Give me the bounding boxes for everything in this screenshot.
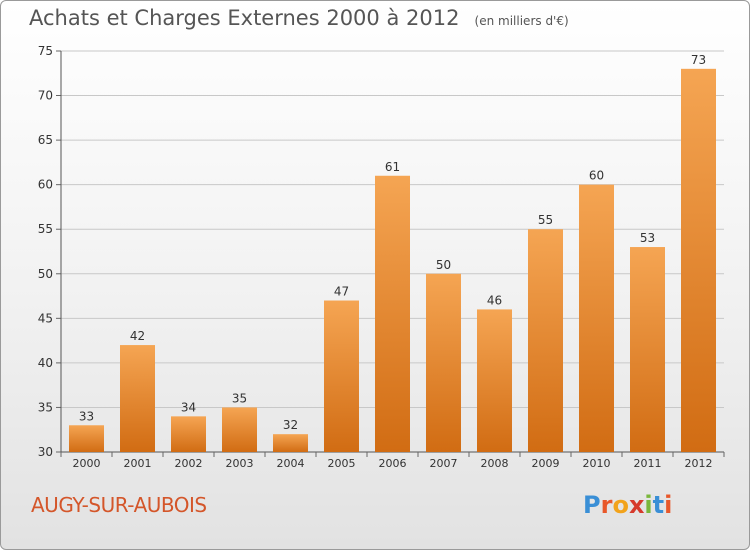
data-label: 42: [130, 329, 145, 343]
bar: [273, 434, 308, 452]
logo-letter: t: [652, 491, 665, 519]
bar: [171, 416, 206, 452]
axes: 30 35 40 45 50 55 60 65 70 75 2000 2001 2002 2003 2004…: [38, 44, 725, 470]
data-label: 73: [691, 53, 706, 67]
logo-letter: x: [628, 491, 645, 519]
logo-letter: i: [644, 491, 653, 519]
bar: [69, 425, 104, 452]
data-label: 50: [436, 258, 451, 272]
bar: [324, 300, 359, 452]
y-tick-label: 40: [38, 356, 53, 370]
bar: [477, 309, 512, 452]
data-label: 32: [283, 418, 298, 432]
y-tick-label: 65: [38, 133, 53, 147]
y-tick-label: 60: [38, 178, 53, 192]
data-label: 60: [589, 169, 604, 183]
x-tick-label: 2003: [226, 457, 254, 470]
proxiti-logo[interactable]: Proxiti: [583, 491, 672, 519]
chart-title: Achats et Charges Externes 2000 à 2012: [29, 6, 460, 30]
data-label: 61: [385, 160, 400, 174]
data-labels: 33 42 34 35 32 47 61 50 46 55 60 53 73: [79, 53, 706, 432]
bars: [69, 68, 716, 453]
x-tick-label: 2001: [124, 457, 152, 470]
bar: [528, 229, 563, 452]
data-label: 55: [538, 213, 553, 227]
x-tick-label: 2000: [73, 457, 101, 470]
y-tick-label: 35: [38, 400, 53, 414]
bar: [579, 184, 614, 452]
bar: [681, 68, 716, 453]
y-tick-label: 45: [38, 311, 53, 325]
x-tick-label: 2010: [583, 457, 611, 470]
data-label: 46: [487, 293, 502, 307]
y-tick-label: 30: [38, 445, 53, 459]
x-tick-label: 2002: [175, 457, 203, 470]
x-tick-label: 2004: [277, 457, 305, 470]
data-label: 33: [79, 409, 94, 423]
data-label: 34: [181, 400, 196, 414]
logo-letter: o: [612, 491, 629, 519]
logo-letter: i: [664, 491, 673, 519]
chart-subtitle: (en milliers d'€): [474, 14, 569, 28]
x-tick-label: 2008: [481, 457, 509, 470]
y-tick-label: 70: [38, 89, 53, 103]
city-name: AUGY-SUR-AUBOIS: [31, 493, 207, 517]
y-tick-label: 55: [38, 222, 53, 236]
x-tick-label: 2007: [430, 457, 458, 470]
y-tick-label: 50: [38, 267, 53, 281]
data-label: 47: [334, 285, 349, 299]
data-label: 53: [640, 231, 655, 245]
x-tick-label: 2005: [328, 457, 356, 470]
x-tick-label: 2009: [532, 457, 560, 470]
title-row: Achats et Charges Externes 2000 à 2012 (…: [29, 6, 569, 30]
x-tick-label: 2006: [379, 457, 407, 470]
data-label: 35: [232, 391, 247, 405]
logo-letter: P: [583, 491, 601, 519]
bar: [630, 247, 665, 452]
bar: [120, 345, 155, 452]
bar: [222, 407, 257, 452]
logo-letter: r: [600, 491, 613, 519]
x-tick-label: 2012: [685, 457, 713, 470]
bar: [375, 175, 410, 452]
x-tick-label: 2011: [634, 457, 662, 470]
bar: [426, 273, 461, 452]
y-tick-label: 75: [38, 44, 53, 58]
